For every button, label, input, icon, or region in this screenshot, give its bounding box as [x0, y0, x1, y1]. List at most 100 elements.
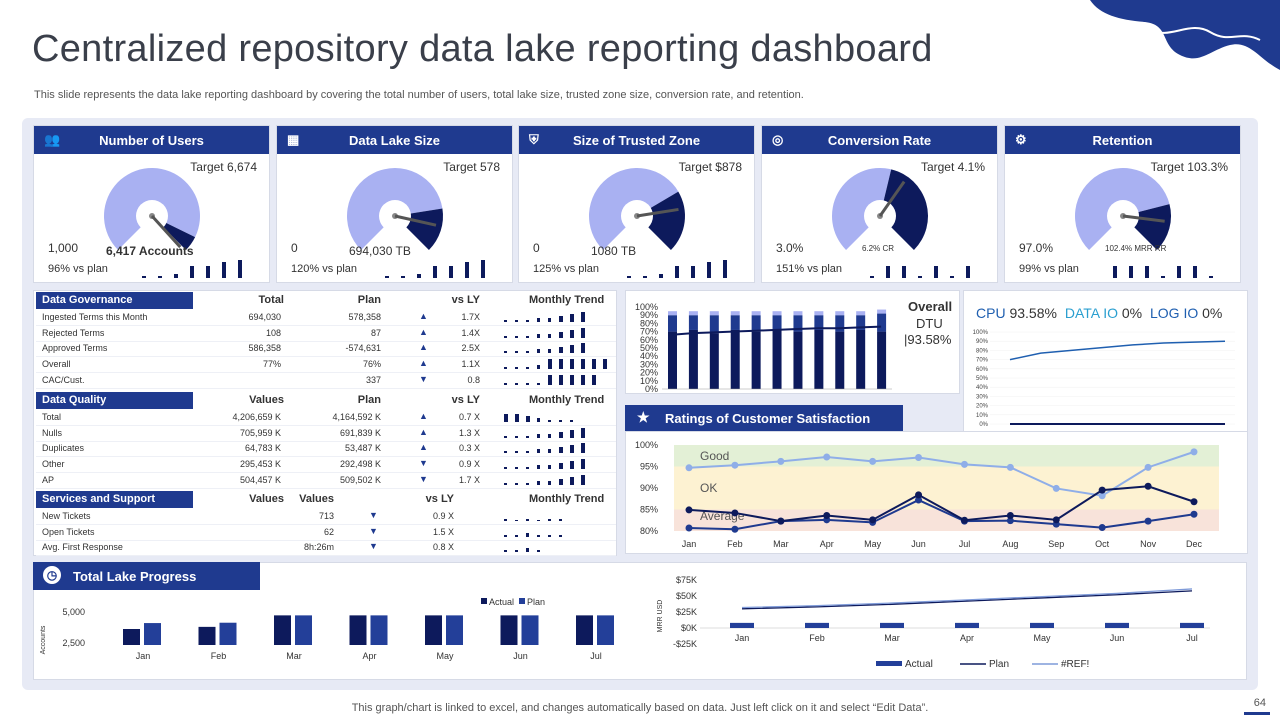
sat-line: [688, 485, 1195, 523]
trend-mark: [548, 333, 551, 338]
row-label: Duplicates: [42, 443, 85, 454]
row-vsly: 0.9 X: [458, 459, 480, 470]
trend-mark: [548, 374, 552, 385]
legend-actual-swatch: [481, 598, 487, 604]
mrr-ytick: $75K: [676, 575, 697, 585]
mrr-xtick: Jan: [735, 633, 750, 643]
trend-mark: [559, 374, 563, 385]
trend-mark: [504, 335, 507, 338]
star-icon: ★: [637, 409, 650, 425]
ratings-header: ★ Ratings of Customer Satisfaction: [625, 405, 903, 431]
kpi-target: Target 4.1%: [920, 160, 985, 174]
sat-xtick: May: [864, 539, 882, 549]
dataio-label: DATA IO: [1064, 305, 1118, 321]
sat-point: [1006, 517, 1014, 525]
decorative-blob: [1090, 0, 1280, 70]
trend-mark: [548, 519, 551, 521]
col-vsly: vs LY: [425, 493, 454, 505]
sat-xtick: Mar: [773, 539, 789, 549]
dtu-bar-light: [709, 315, 719, 334]
spark-bar: [643, 276, 647, 278]
trend-mark: [515, 414, 519, 422]
row-total: 8h:26m: [303, 542, 334, 553]
sat-point: [1006, 463, 1014, 471]
dtu-ytick: 40%: [640, 351, 658, 361]
trend-mark: [526, 519, 529, 521]
legend-plan-swatch: [519, 598, 525, 604]
dtu-ytick: 10%: [640, 376, 658, 386]
trend-mark: [504, 550, 507, 553]
row-label: AP: [42, 474, 55, 485]
trend-mark: [504, 467, 507, 470]
trend-mark: [548, 359, 552, 370]
sat-point: [1052, 484, 1060, 492]
progress-bar-actual: [198, 626, 216, 645]
table-header: Data Governance: [36, 292, 193, 309]
dtu-ytick: 60%: [640, 335, 658, 345]
dtu-bar-top: [688, 311, 698, 316]
col-values: Total: [258, 294, 284, 306]
spark-bar: [401, 276, 405, 278]
spark-bar: [174, 274, 178, 278]
sat-xtick: Nov: [1140, 539, 1157, 549]
cpu-ytick: 100%: [973, 330, 989, 336]
trend-mark: [537, 318, 540, 322]
trend-mark: [526, 467, 529, 470]
trend-mark: [559, 420, 562, 422]
dtu-bar-light: [688, 315, 698, 330]
arrow-up-icon: ▲: [419, 358, 428, 369]
spark-bar: [950, 276, 954, 278]
spark-bar: [385, 276, 389, 278]
trend-mark: [515, 335, 518, 338]
row-divider: [36, 456, 616, 458]
progress-xtick: May: [436, 651, 454, 661]
row-divider: [36, 524, 616, 525]
trend-mark: [537, 333, 540, 338]
mrr-ytick: $25K: [676, 607, 697, 617]
arrow-up-icon: ▲: [419, 326, 428, 337]
dtu-bar-dark: [688, 329, 698, 389]
dtu-bar-top: [730, 311, 740, 316]
trend-mark: [537, 550, 540, 553]
trend-mark: [504, 351, 507, 354]
gauge-needle: [636, 207, 679, 218]
col-plan: Plan: [357, 294, 381, 306]
arrow-up-icon: ▲: [419, 442, 428, 453]
sat-xtick: Dec: [1186, 539, 1203, 549]
row-plan: 292,498 K: [339, 459, 381, 470]
spark-bar: [707, 262, 711, 278]
trend-mark: [515, 351, 518, 354]
trend-mark: [504, 382, 507, 385]
progress-bar-actual: [576, 615, 593, 645]
gauge-fill-dark: [880, 169, 928, 250]
sat-point: [960, 460, 968, 468]
kpi-value: 6,417 Accounts: [106, 244, 194, 258]
dtu-bar-top: [793, 311, 803, 316]
row-total: 713: [318, 511, 334, 521]
mrr-bar-actual: [1030, 622, 1054, 628]
dtu-bar-top: [856, 311, 866, 316]
trend-mark: [592, 374, 596, 385]
cpu-ytick: 40%: [976, 385, 989, 391]
row-plan: 4,164,592 K: [332, 412, 381, 422]
sat-line: [688, 450, 1195, 497]
trend-mark: [570, 445, 574, 454]
progress-bar-plan: [446, 615, 463, 645]
row-total: 694,030: [248, 312, 281, 322]
sat-point: [869, 457, 877, 465]
dataio-value: 0%: [1121, 305, 1143, 321]
trend-mark: [581, 474, 585, 485]
sat-point: [1144, 517, 1152, 525]
logio-label: LOG IO: [1150, 305, 1199, 321]
row-total: 4,206,659 K: [232, 412, 281, 422]
trend-mark: [559, 463, 563, 470]
dtu-bar-dark: [709, 333, 719, 389]
spark-bar: [723, 260, 727, 278]
progress-ytick: 2,500: [62, 638, 85, 648]
dtu-ytick: 100%: [635, 302, 658, 312]
ratings-title: Ratings of Customer Satisfaction: [665, 410, 871, 426]
trend-mark: [526, 382, 529, 385]
kpi-title: Size of Trusted Zone: [572, 132, 701, 148]
ratings-card: 80% 85% 90% 95% 100% Good OK Average Jan Feb Mar Ap…: [625, 431, 1248, 554]
row-vsly: 0.3 X: [458, 443, 480, 454]
